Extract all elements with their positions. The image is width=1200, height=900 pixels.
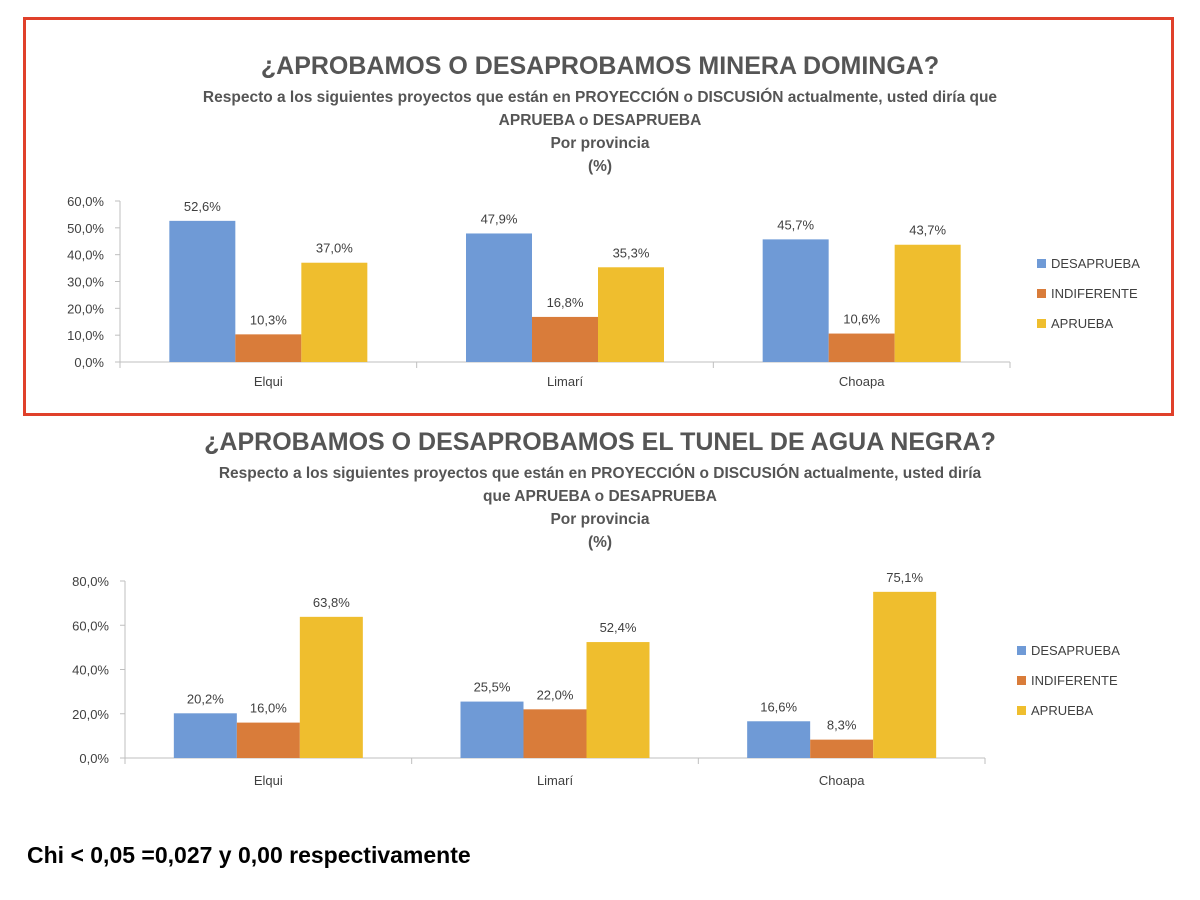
chart2-bar-indiferente-2 xyxy=(523,709,587,758)
chart1-bar-indiferente-1 xyxy=(235,334,302,362)
chart2-data-label: 75,1% xyxy=(886,570,923,585)
chart1-data-label: 45,7% xyxy=(777,217,814,232)
chart2-bar-desaprueba-3 xyxy=(747,721,811,758)
chart1-bar-indiferente-3 xyxy=(828,333,895,362)
chart1-data-label: 10,3% xyxy=(250,312,287,327)
chart1-category-label: Choapa xyxy=(839,374,885,389)
chart1-subtitle-line-4: (%) xyxy=(587,158,613,175)
chart2-subtitle-line-4: (%) xyxy=(587,534,613,551)
chart1-bar-aprueba-1 xyxy=(301,262,368,362)
chart1-y-tick-label: 0,0% xyxy=(74,355,104,370)
chart1-data-label: 47,9% xyxy=(481,211,518,226)
chart2-bar-indiferente-1 xyxy=(236,722,300,758)
chart1-bar-aprueba-3 xyxy=(894,244,961,362)
chart2-legend-swatch-desaprueba xyxy=(1017,646,1026,655)
chart2-subtitle-line-2: que APRUEBA o DESAPRUEBA xyxy=(483,488,717,505)
chart1-data-label: 16,8% xyxy=(547,295,584,310)
chart2-legend-label: DESAPRUEBA xyxy=(1031,643,1120,658)
chart2-subtitle-line-1: Respecto a los siguientes proyectos que … xyxy=(218,465,982,482)
chart1-data-label: 35,3% xyxy=(613,245,650,260)
chart2-y-tick-label: 80,0% xyxy=(72,574,109,589)
chart1-title: ¿APROBAMOS O DESAPROBAMOS MINERA DOMINGA… xyxy=(260,52,940,80)
footnote: Chi < 0,05 =0,027 y 0,00 respectivamente xyxy=(27,842,471,868)
chart2-subtitle-line-3: Por provincia xyxy=(550,511,650,528)
chart1-data-label: 43,7% xyxy=(909,223,946,238)
chart2-subtitle: Respecto a los siguientes proyectos que … xyxy=(0,462,1200,554)
chart2-y-tick-label: 40,0% xyxy=(72,663,109,678)
chart2-legend-label: INDIFERENTE xyxy=(1031,673,1118,688)
chart2-legend-swatch-indiferente xyxy=(1017,676,1026,685)
chart2-data-label: 52,4% xyxy=(600,620,637,635)
chart1-legend-label: DESAPRUEBA xyxy=(1051,256,1140,271)
chart2-data-label: 16,0% xyxy=(250,701,287,716)
chart1-subtitle: Respecto a los siguientes proyectos que … xyxy=(0,86,1200,178)
chart2-data-label: 20,2% xyxy=(187,691,224,706)
chart1-data-label: 37,0% xyxy=(316,241,353,256)
chart2-plot: 0,0% 20,0% 40,0% 60,0% 80,0% 20,2% 16,0% 63,8% E… xyxy=(72,570,1120,788)
chart2-bar-indiferente-3 xyxy=(810,739,874,758)
chart1-subtitle-line-2: APRUEBA o DESAPRUEBA xyxy=(498,112,702,129)
chart2-legend-swatch-aprueba xyxy=(1017,706,1026,715)
chart1-subtitle-line-1: Respecto a los siguientes proyectos que … xyxy=(202,89,998,106)
chart1-y-tick-label: 40,0% xyxy=(67,248,104,263)
chart2-y-tick-label: 60,0% xyxy=(72,618,109,633)
chart2-y-tick-label: 20,0% xyxy=(72,707,109,722)
chart1-legend-label: INDIFERENTE xyxy=(1051,286,1138,301)
chart1-legend-label: APRUEBA xyxy=(1051,316,1113,331)
chart1-data-label: 10,6% xyxy=(843,312,880,327)
chart2-y-tick-label: 0,0% xyxy=(79,751,109,766)
chart2-category-label: Elqui xyxy=(254,773,283,788)
chart1-legend-swatch-indiferente xyxy=(1037,289,1046,298)
chart1-bar-desaprueba-1 xyxy=(169,220,236,362)
chart1-bar-aprueba-2 xyxy=(598,267,664,362)
chart2-bar-aprueba-1 xyxy=(299,616,363,758)
chart1-y-tick-label: 20,0% xyxy=(67,301,104,316)
chart2-bar-aprueba-2 xyxy=(586,642,650,758)
chart2-bar-desaprueba-2 xyxy=(460,701,524,758)
chart1-data-label: 52,6% xyxy=(184,199,221,214)
chart1-legend-swatch-desaprueba xyxy=(1037,259,1046,268)
chart2-bar-desaprueba-1 xyxy=(173,713,237,758)
chart2-title: ¿APROBAMOS O DESAPROBAMOS EL TUNEL DE AG… xyxy=(204,428,996,456)
chart2-bar-aprueba-3 xyxy=(873,591,937,758)
chart1-subtitle-line-3: Por provincia xyxy=(550,135,650,152)
chart2-data-label: 8,3% xyxy=(827,718,857,733)
chart2-data-label: 25,5% xyxy=(474,680,511,695)
chart2-data-label: 22,0% xyxy=(537,687,574,702)
chart1-category-label: Elqui xyxy=(254,374,283,389)
chart1-category-label: Limarí xyxy=(547,374,584,389)
chart1-bar-desaprueba-3 xyxy=(762,239,829,362)
chart2-legend-label: APRUEBA xyxy=(1031,703,1093,718)
chart1-bar-indiferente-2 xyxy=(532,316,598,362)
chart1-y-tick-label: 30,0% xyxy=(67,275,104,290)
highlight-box xyxy=(23,17,1174,416)
chart1-y-tick-label: 50,0% xyxy=(67,221,104,236)
chart2-category-label: Limarí xyxy=(537,773,574,788)
chart2-category-label: Choapa xyxy=(819,773,865,788)
chart1-y-tick-label: 10,0% xyxy=(67,328,104,343)
chart2-data-label: 63,8% xyxy=(313,595,350,610)
chart1-bar-desaprueba-2 xyxy=(466,233,532,362)
chart1-plot: 0,0% 10,0% 20,0% 30,0% 40,0% 50,0% 60,0% 52,6% 1… xyxy=(67,194,1140,389)
chart1-y-tick-label: 60,0% xyxy=(67,194,104,209)
chart1-legend-swatch-aprueba xyxy=(1037,319,1046,328)
chart2-data-label: 16,6% xyxy=(760,699,797,714)
